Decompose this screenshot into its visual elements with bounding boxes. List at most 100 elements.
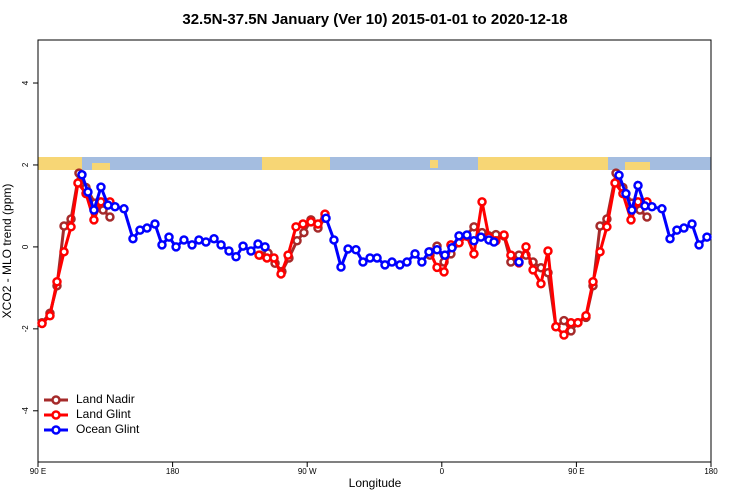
data-point [679, 223, 689, 233]
legend-marker [51, 410, 61, 420]
data-point [201, 237, 211, 247]
data-point [447, 242, 457, 253]
data-point [254, 250, 264, 260]
data-point [454, 231, 464, 241]
data-point [610, 178, 620, 188]
data-point [602, 222, 612, 232]
data-point [657, 204, 667, 214]
data-point [588, 276, 598, 287]
y-tick-label: 2 [21, 162, 30, 167]
data-point [157, 240, 167, 250]
data-point [52, 276, 62, 287]
data-point [142, 223, 152, 233]
x-tick-label: 180 [166, 467, 180, 476]
data-point [89, 205, 99, 215]
data-point [128, 233, 138, 244]
chart-title: 32.5N-37.5N January (Ver 10) 2015-01-01 … [182, 11, 567, 28]
legend-marker [51, 395, 61, 405]
data-point [77, 170, 87, 180]
data-point [551, 322, 561, 332]
data-point [642, 212, 652, 222]
data-point [372, 253, 382, 263]
data-point [647, 202, 657, 212]
data-point [150, 219, 160, 229]
data-point [299, 227, 309, 238]
data-point [543, 246, 553, 256]
plot-frame [37, 39, 712, 463]
data-point [119, 204, 129, 214]
data-point [665, 233, 675, 244]
data-point [336, 262, 346, 272]
x-tick-label: 90 E [30, 467, 46, 476]
data-point [402, 257, 412, 267]
data-point [269, 253, 279, 263]
data-point [476, 232, 486, 242]
data-point [595, 247, 605, 257]
data-point [45, 310, 55, 321]
data-point [462, 230, 472, 240]
legend-label: Land Glint [76, 407, 131, 421]
data-point [528, 265, 538, 275]
data-point [66, 222, 76, 232]
data-point [329, 235, 339, 245]
data-point [469, 236, 479, 246]
y-axis-label: XCO2 - MLO trend (ppm) [0, 184, 14, 319]
data-point [105, 212, 115, 222]
data-point [260, 242, 270, 252]
data-point [292, 236, 302, 246]
data-point [521, 242, 531, 252]
y-tick-label: -2 [21, 325, 30, 333]
legend-label: Land Nadir [76, 392, 135, 406]
data-point [216, 240, 226, 250]
x-tick-label: 90 W [298, 467, 317, 476]
data-point [440, 250, 450, 260]
data-point [432, 262, 442, 273]
data-point [179, 235, 189, 245]
legend-label: Ocean Glint [76, 422, 140, 436]
data-point [417, 257, 427, 267]
data-point [283, 250, 293, 260]
data-point [627, 205, 637, 215]
data-point [469, 249, 479, 259]
data-point [621, 188, 631, 199]
data-point [358, 257, 368, 267]
data-point [499, 230, 509, 240]
data-point [83, 187, 93, 197]
data-point [59, 247, 69, 257]
data-point [231, 251, 241, 262]
data-point [573, 317, 583, 328]
data-point [187, 240, 197, 250]
data-point [536, 279, 546, 289]
data-point [439, 267, 449, 277]
data-point [246, 246, 256, 256]
data-point [209, 233, 219, 244]
data-point [410, 249, 420, 259]
data-point [238, 241, 248, 251]
data-point [477, 197, 487, 207]
land-ocean-strip [38, 157, 711, 170]
data-point [581, 310, 591, 321]
y-tick-label: -4 [21, 407, 30, 415]
data-point [343, 244, 353, 254]
data-point [164, 232, 174, 242]
y-tick-label: 4 [21, 80, 30, 85]
data-point [432, 245, 442, 255]
data-point [687, 219, 697, 229]
data-point [626, 215, 636, 225]
data-point [702, 232, 712, 242]
data-point [614, 170, 624, 180]
x-tick-label: 90 E [568, 467, 584, 476]
data-point [387, 257, 397, 267]
data-point [559, 330, 569, 340]
data-point [276, 269, 286, 279]
data-point [313, 219, 323, 229]
data-point [506, 250, 516, 260]
data-point [351, 245, 361, 255]
data-point [89, 215, 99, 225]
data-point [224, 246, 234, 256]
data-point [73, 178, 83, 188]
data-point [694, 240, 704, 250]
x-tick-label: 180 [704, 467, 718, 476]
data-point [321, 213, 331, 223]
